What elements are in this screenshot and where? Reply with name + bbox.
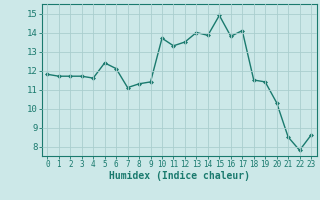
X-axis label: Humidex (Indice chaleur): Humidex (Indice chaleur): [109, 171, 250, 181]
